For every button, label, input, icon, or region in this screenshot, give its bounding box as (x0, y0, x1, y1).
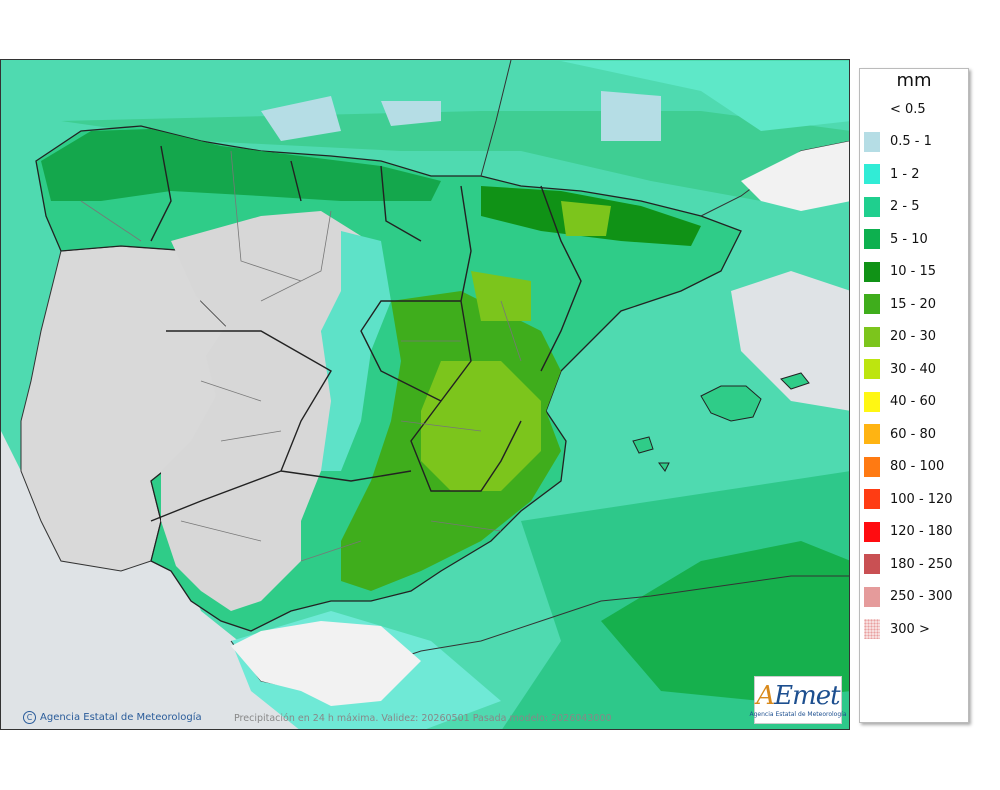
precip-field-mallorca-light (731, 271, 849, 411)
aemet-logo-mark: AEmet (756, 680, 840, 711)
aemet-logo: AEmet Agencia Estatal de Meteorología (750, 676, 847, 724)
legend-item: 250 - 300 (864, 586, 953, 607)
legend-swatch (864, 326, 880, 347)
credit-label: C Agencia Estatal de Meteorología (23, 711, 202, 724)
legend-swatch (864, 554, 880, 574)
legend-label: 100 - 120 (890, 491, 953, 507)
precipitation-legend: mm < 0.5 0.5 - 1 1 - 2 2 - 5 5 - 10 10 - 15 15… (859, 68, 969, 723)
precip-field-northeast-light (561, 61, 849, 131)
legend-unit: mm (896, 70, 932, 91)
legend-swatch (864, 229, 880, 249)
legend-label: 80 - 100 (890, 459, 945, 474)
precip-east-core (421, 361, 541, 491)
island-menorca (780, 372, 810, 390)
precip-north-coast (41, 129, 441, 201)
credit-text: Agencia Estatal de Meteorología (40, 712, 202, 723)
legend-label: 5 - 10 (890, 231, 928, 247)
precip-light-center (321, 231, 391, 471)
legend-label: 0.5 - 1 (890, 134, 932, 149)
admin-boundaries (150, 145, 582, 522)
legend-item: 10 - 15 (864, 261, 937, 282)
legend-item: < 0.5 (864, 99, 926, 119)
legend-label: 180 - 250 (890, 556, 953, 572)
legend-swatch (864, 359, 880, 379)
legend-swatch (864, 456, 880, 477)
legend-item: 5 - 10 (864, 229, 928, 249)
legend-swatch (864, 196, 880, 217)
legend-swatch (864, 391, 880, 412)
legend-swatch (864, 489, 880, 509)
legend-item: 2 - 5 (864, 196, 920, 217)
island-ibiza (632, 436, 670, 472)
legend-swatch (864, 261, 880, 282)
legend-item: 60 - 80 (864, 424, 936, 444)
land-dry-africa (231, 621, 421, 706)
legend-label: 250 - 300 (890, 589, 953, 604)
legend-label: 60 - 80 (890, 426, 937, 442)
legend-label: 15 - 20 (890, 296, 937, 312)
legend-label: 10 - 15 (890, 264, 937, 279)
legend-label: 30 - 40 (890, 361, 937, 377)
map-caption: Precipitación en 24 h máxima. Validez: 2… (234, 713, 612, 724)
legend-swatch (864, 131, 880, 152)
legend-label: 40 - 60 (890, 394, 937, 409)
precip-field-med-core (601, 541, 849, 701)
legend-label: 20 - 30 (890, 329, 937, 344)
precip-aragon-core (471, 201, 611, 321)
island-mallorca (700, 385, 762, 422)
map-canvas (1, 60, 849, 729)
legend-item: 100 - 120 (864, 489, 953, 509)
land-dry-plateau (161, 211, 361, 611)
legend-item: 80 - 100 (864, 456, 945, 477)
legend-label: 2 - 5 (890, 199, 920, 214)
legend-item: 1 - 2 (864, 164, 920, 184)
legend-swatch (864, 586, 880, 607)
legend-item: 20 - 30 (864, 326, 937, 347)
legend-swatch (864, 521, 880, 542)
legend-item: 180 - 250 (864, 554, 953, 574)
legend-swatch (864, 164, 880, 184)
legend-item: 40 - 60 (864, 391, 937, 412)
legend-swatch (864, 424, 880, 444)
legend-label: 300 > (890, 621, 930, 637)
land-dry-france-coast (741, 141, 849, 211)
precip-field-gulf-light (261, 91, 661, 141)
legend-item: 120 - 180 (864, 521, 953, 542)
legend-swatch (864, 99, 880, 119)
copyright-icon: C (23, 711, 36, 724)
legend-label: 120 - 180 (890, 524, 953, 539)
precipitation-map: C Agencia Estatal de Meteorología Precip… (0, 59, 850, 730)
legend-swatch (864, 619, 880, 639)
legend-label: < 0.5 (890, 101, 926, 117)
aemet-logo-subtitle: Agencia Estatal de Meteorología (749, 710, 847, 718)
legend-label: 1 - 2 (890, 166, 920, 182)
province-boundaries (80, 150, 522, 562)
legend-item: 0.5 - 1 (864, 131, 932, 152)
legend-swatch (864, 294, 880, 314)
legend-item: 300 > (864, 619, 930, 639)
legend-item: 30 - 40 (864, 359, 936, 379)
legend-item: 15 - 20 (864, 294, 936, 314)
